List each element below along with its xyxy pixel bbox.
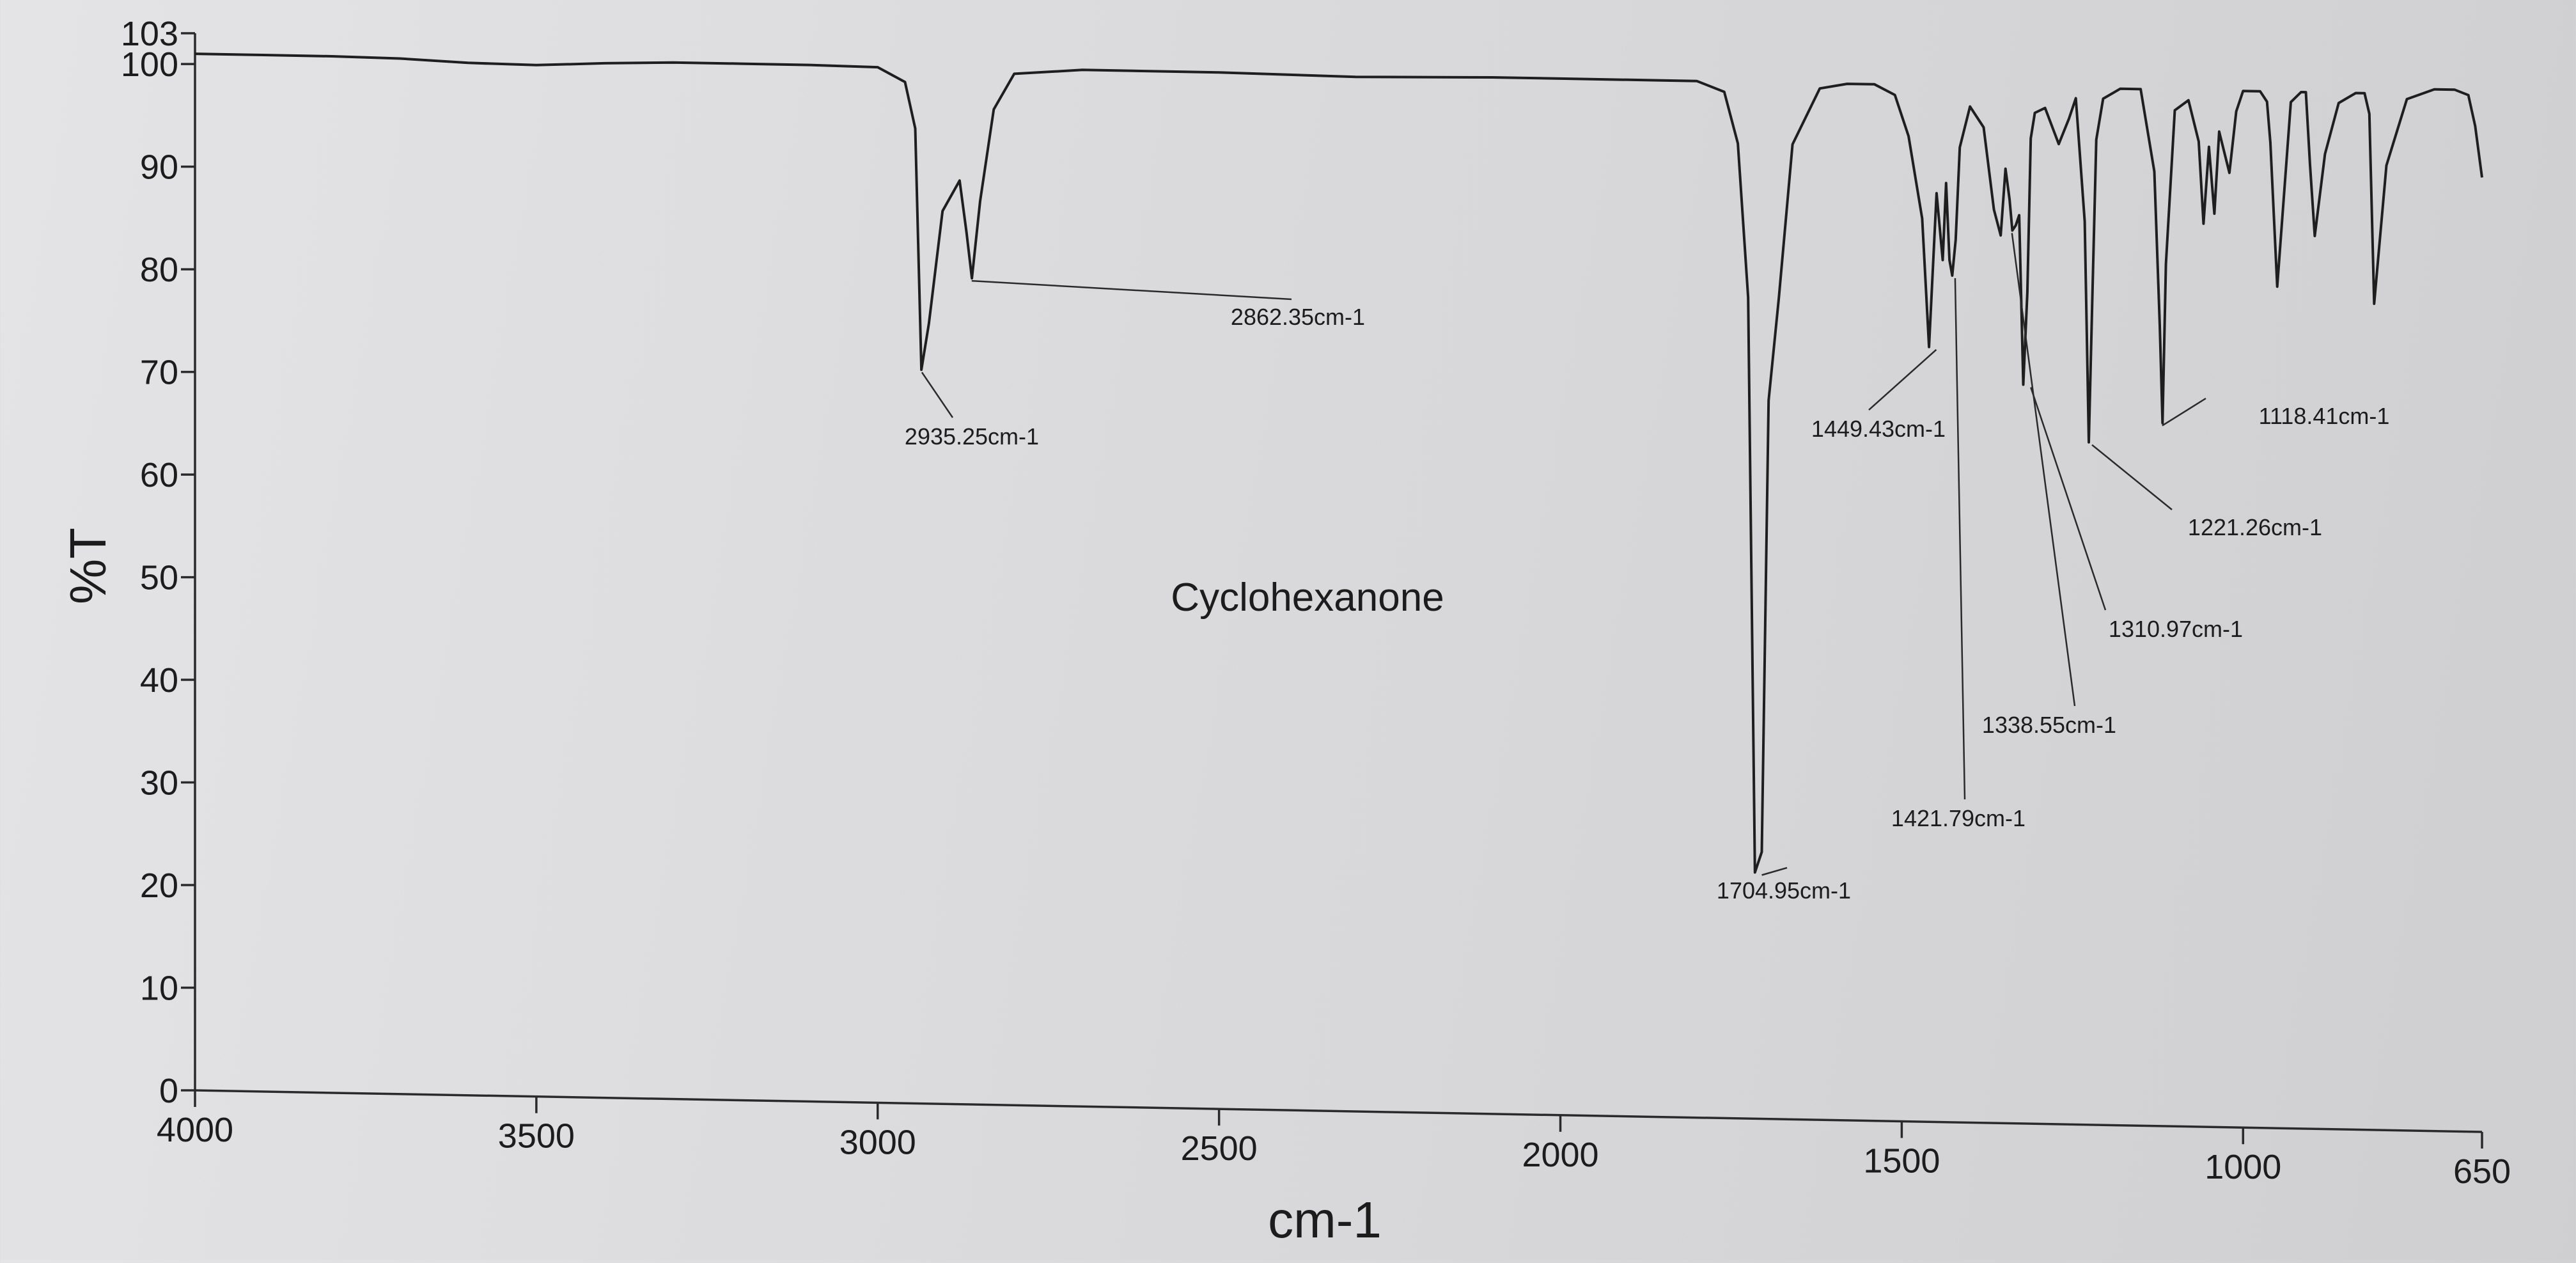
x-axis-line xyxy=(194,1089,2483,1133)
peak-leader-line xyxy=(2091,444,2173,510)
peak-label: 1338.55cm-1 xyxy=(1982,712,2116,738)
x-tick-label: 3500 xyxy=(498,1117,575,1156)
peak-leader-line xyxy=(2162,397,2206,427)
y-tick-label: 90 xyxy=(140,148,178,187)
y-tick-label: 0 xyxy=(159,1072,178,1110)
x-tick-label: 1500 xyxy=(1863,1142,1940,1181)
y-tick-label: 80 xyxy=(140,251,178,289)
peak-leader-line xyxy=(2030,387,2107,611)
x-tick-label: 4000 xyxy=(157,1111,233,1149)
peak-label: 1221.26cm-1 xyxy=(2188,514,2322,540)
peak-label: 2935.25cm-1 xyxy=(905,423,1039,450)
y-tick-label: 50 xyxy=(140,559,178,597)
y-tick-label: 103 xyxy=(121,15,178,53)
peak-label: 2862.35cm-1 xyxy=(1231,304,1365,330)
peak-label: 1310.97cm-1 xyxy=(2109,616,2243,642)
x-tick-label: 650 xyxy=(2453,1152,2511,1191)
y-tick-label: 70 xyxy=(140,354,178,392)
y-tick-label: 60 xyxy=(140,456,178,494)
y-axis-title: %T xyxy=(59,528,116,604)
peak-label: 1118.41cm-1 xyxy=(2259,403,2390,429)
x-tick-label: 2000 xyxy=(1522,1136,1598,1174)
peak-leader-line xyxy=(921,372,954,418)
series-layer xyxy=(194,52,2483,874)
peak-label: 1449.43cm-1 xyxy=(1811,416,1946,442)
peak-leader-line xyxy=(2011,233,2076,707)
y-tick-label: 20 xyxy=(140,867,178,905)
spectrum-line xyxy=(194,52,2483,874)
peak-leader-line xyxy=(1954,278,1966,800)
annotation-layer: 2935.25cm-1 2862.35cm-1 1704.95cm-1 1449.43… xyxy=(905,233,2389,904)
peak-label: 1421.79cm-1 xyxy=(1891,805,2026,831)
peak-label: 1704.95cm-1 xyxy=(1717,877,1851,904)
x-tick-label: 3000 xyxy=(839,1123,916,1161)
x-tick-label: 2500 xyxy=(1181,1129,1258,1168)
peak-leader-line xyxy=(1761,867,1788,876)
peak-leader-line xyxy=(971,279,1292,301)
chart-title: Cyclohexanone xyxy=(1171,576,1444,620)
peak-leader-line xyxy=(1868,349,1937,411)
x-tick-label: 1000 xyxy=(2205,1148,2281,1186)
y-tick-label: 100 xyxy=(121,45,178,84)
x-axis-title: cm-1 xyxy=(1268,1191,1382,1248)
y-tick-label: 10 xyxy=(140,969,178,1008)
y-tick-label: 40 xyxy=(140,661,178,700)
y-tick-label: 30 xyxy=(140,764,178,803)
